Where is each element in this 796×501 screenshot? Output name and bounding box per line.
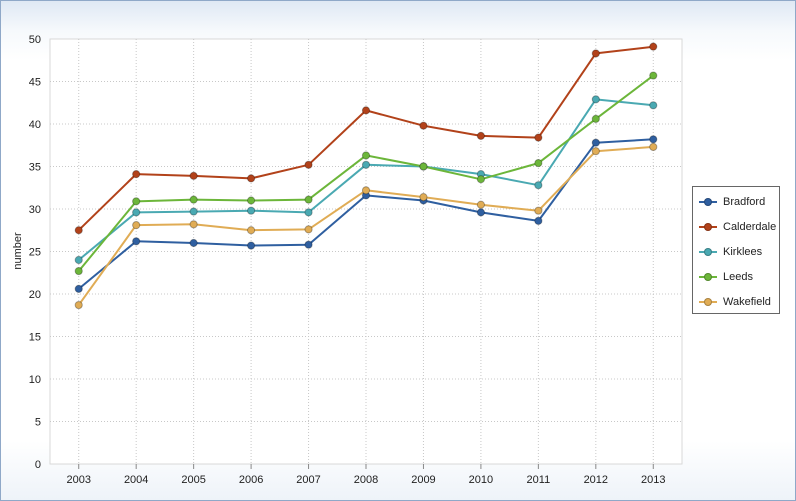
legend-swatch xyxy=(699,297,717,307)
data-point-bradford[interactable] xyxy=(304,240,313,249)
x-axis-ticks: 2003 2004 2005 2006 2007 2008 2009 2010 2011 2012… xyxy=(66,464,666,486)
x-tick-label: 2003 xyxy=(66,474,90,486)
x-tick-label: 2007 xyxy=(296,474,320,486)
data-point-wakefield[interactable] xyxy=(534,206,543,215)
y-tick-label: 35 xyxy=(29,162,41,174)
data-point-leeds[interactable] xyxy=(361,151,371,160)
legend-swatch xyxy=(699,197,717,207)
y-tick-label: 45 xyxy=(29,77,41,89)
legend-item-calderdale[interactable]: Calderdale xyxy=(699,220,779,234)
data-point-calderdale[interactable] xyxy=(591,49,600,58)
y-tick-label: 40 xyxy=(29,119,41,131)
data-point-leeds[interactable] xyxy=(246,196,256,205)
data-point-kirklees[interactable] xyxy=(304,208,313,217)
y-tick-label: 20 xyxy=(29,289,41,301)
data-point-wakefield[interactable] xyxy=(419,193,428,202)
data-point-calderdale[interactable] xyxy=(74,226,83,235)
y-axis-ticks: 0 5 10 15 20 25 30 35 40 45 50 xyxy=(29,34,41,471)
legend-swatch xyxy=(699,272,717,282)
y-tick-label: 5 xyxy=(35,417,41,429)
legend-label: Kirklees xyxy=(723,246,763,258)
data-point-wakefield[interactable] xyxy=(476,200,486,209)
data-point-kirklees[interactable] xyxy=(361,160,371,169)
data-point-leeds[interactable] xyxy=(649,71,658,80)
y-tick-label: 15 xyxy=(29,332,41,344)
x-tick-label: 2006 xyxy=(239,474,263,486)
legend-label: Bradford xyxy=(723,196,766,208)
grid-lines xyxy=(50,39,682,464)
data-point-leeds[interactable] xyxy=(476,175,486,184)
data-point-kirklees[interactable] xyxy=(534,181,543,190)
x-tick-label: 2011 xyxy=(527,474,551,486)
data-point-calderdale[interactable] xyxy=(132,170,141,179)
x-tick-label: 2004 xyxy=(124,474,148,486)
data-point-kirklees[interactable] xyxy=(649,101,658,110)
data-point-kirklees[interactable] xyxy=(74,255,83,265)
x-tick-label: 2012 xyxy=(584,474,608,486)
data-point-leeds[interactable] xyxy=(534,159,543,168)
x-tick-label: 2008 xyxy=(354,474,378,486)
data-point-wakefield[interactable] xyxy=(74,300,83,310)
y-tick-label: 10 xyxy=(29,374,41,386)
series-points xyxy=(74,42,658,310)
data-point-wakefield[interactable] xyxy=(591,147,600,156)
legend: Bradford Calderdale Kirklees Leeds Wakefield xyxy=(692,186,780,314)
data-point-bradford[interactable] xyxy=(132,237,141,246)
x-tick-label: 2013 xyxy=(641,474,665,486)
data-point-bradford[interactable] xyxy=(649,135,658,144)
y-tick-label: 50 xyxy=(29,34,41,46)
data-point-kirklees[interactable] xyxy=(189,207,198,216)
legend-label: Calderdale xyxy=(723,221,777,233)
data-point-bradford[interactable] xyxy=(189,238,198,248)
data-point-kirklees[interactable] xyxy=(591,95,600,104)
data-point-leeds[interactable] xyxy=(591,114,600,124)
y-tick-label: 30 xyxy=(29,204,41,216)
data-point-bradford[interactable] xyxy=(246,241,256,250)
data-point-bradford[interactable] xyxy=(476,208,486,217)
legend-item-wakefield[interactable]: Wakefield xyxy=(699,295,779,309)
x-tick-label: 2005 xyxy=(181,474,205,486)
data-point-wakefield[interactable] xyxy=(189,220,198,229)
data-point-kirklees[interactable] xyxy=(246,206,256,215)
data-point-calderdale[interactable] xyxy=(649,42,658,51)
data-point-kirklees[interactable] xyxy=(132,208,141,217)
legend-item-kirklees[interactable]: Kirklees xyxy=(699,245,779,259)
y-tick-label: 25 xyxy=(29,247,41,259)
data-point-leeds[interactable] xyxy=(189,195,198,204)
data-point-leeds[interactable] xyxy=(74,266,83,276)
legend-item-bradford[interactable]: Bradford xyxy=(699,195,779,209)
data-point-wakefield[interactable] xyxy=(304,225,313,234)
legend-swatch xyxy=(699,247,717,257)
data-point-leeds[interactable] xyxy=(419,162,428,171)
data-point-wakefield[interactable] xyxy=(246,226,256,235)
data-point-bradford[interactable] xyxy=(74,284,83,293)
legend-label: Wakefield xyxy=(723,296,771,308)
data-point-wakefield[interactable] xyxy=(361,186,371,195)
data-point-calderdale[interactable] xyxy=(246,174,256,183)
data-point-calderdale[interactable] xyxy=(304,160,313,169)
x-tick-label: 2010 xyxy=(469,474,493,486)
y-tick-label: 0 xyxy=(35,459,41,471)
data-point-calderdale[interactable] xyxy=(534,133,543,142)
legend-swatch xyxy=(699,222,717,232)
legend-label: Leeds xyxy=(723,271,753,283)
y-axis-label: number xyxy=(12,232,24,270)
data-point-wakefield[interactable] xyxy=(132,221,141,230)
data-point-wakefield[interactable] xyxy=(649,142,658,152)
data-point-leeds[interactable] xyxy=(132,197,141,206)
data-point-calderdale[interactable] xyxy=(189,171,198,180)
data-point-bradford[interactable] xyxy=(591,138,600,147)
data-point-calderdale[interactable] xyxy=(476,131,486,140)
data-point-calderdale[interactable] xyxy=(419,121,428,130)
data-point-leeds[interactable] xyxy=(304,195,313,204)
legend-item-leeds[interactable]: Leeds xyxy=(699,270,779,284)
data-point-calderdale[interactable] xyxy=(361,106,371,115)
data-point-bradford[interactable] xyxy=(534,216,543,225)
x-tick-label: 2009 xyxy=(411,474,435,486)
